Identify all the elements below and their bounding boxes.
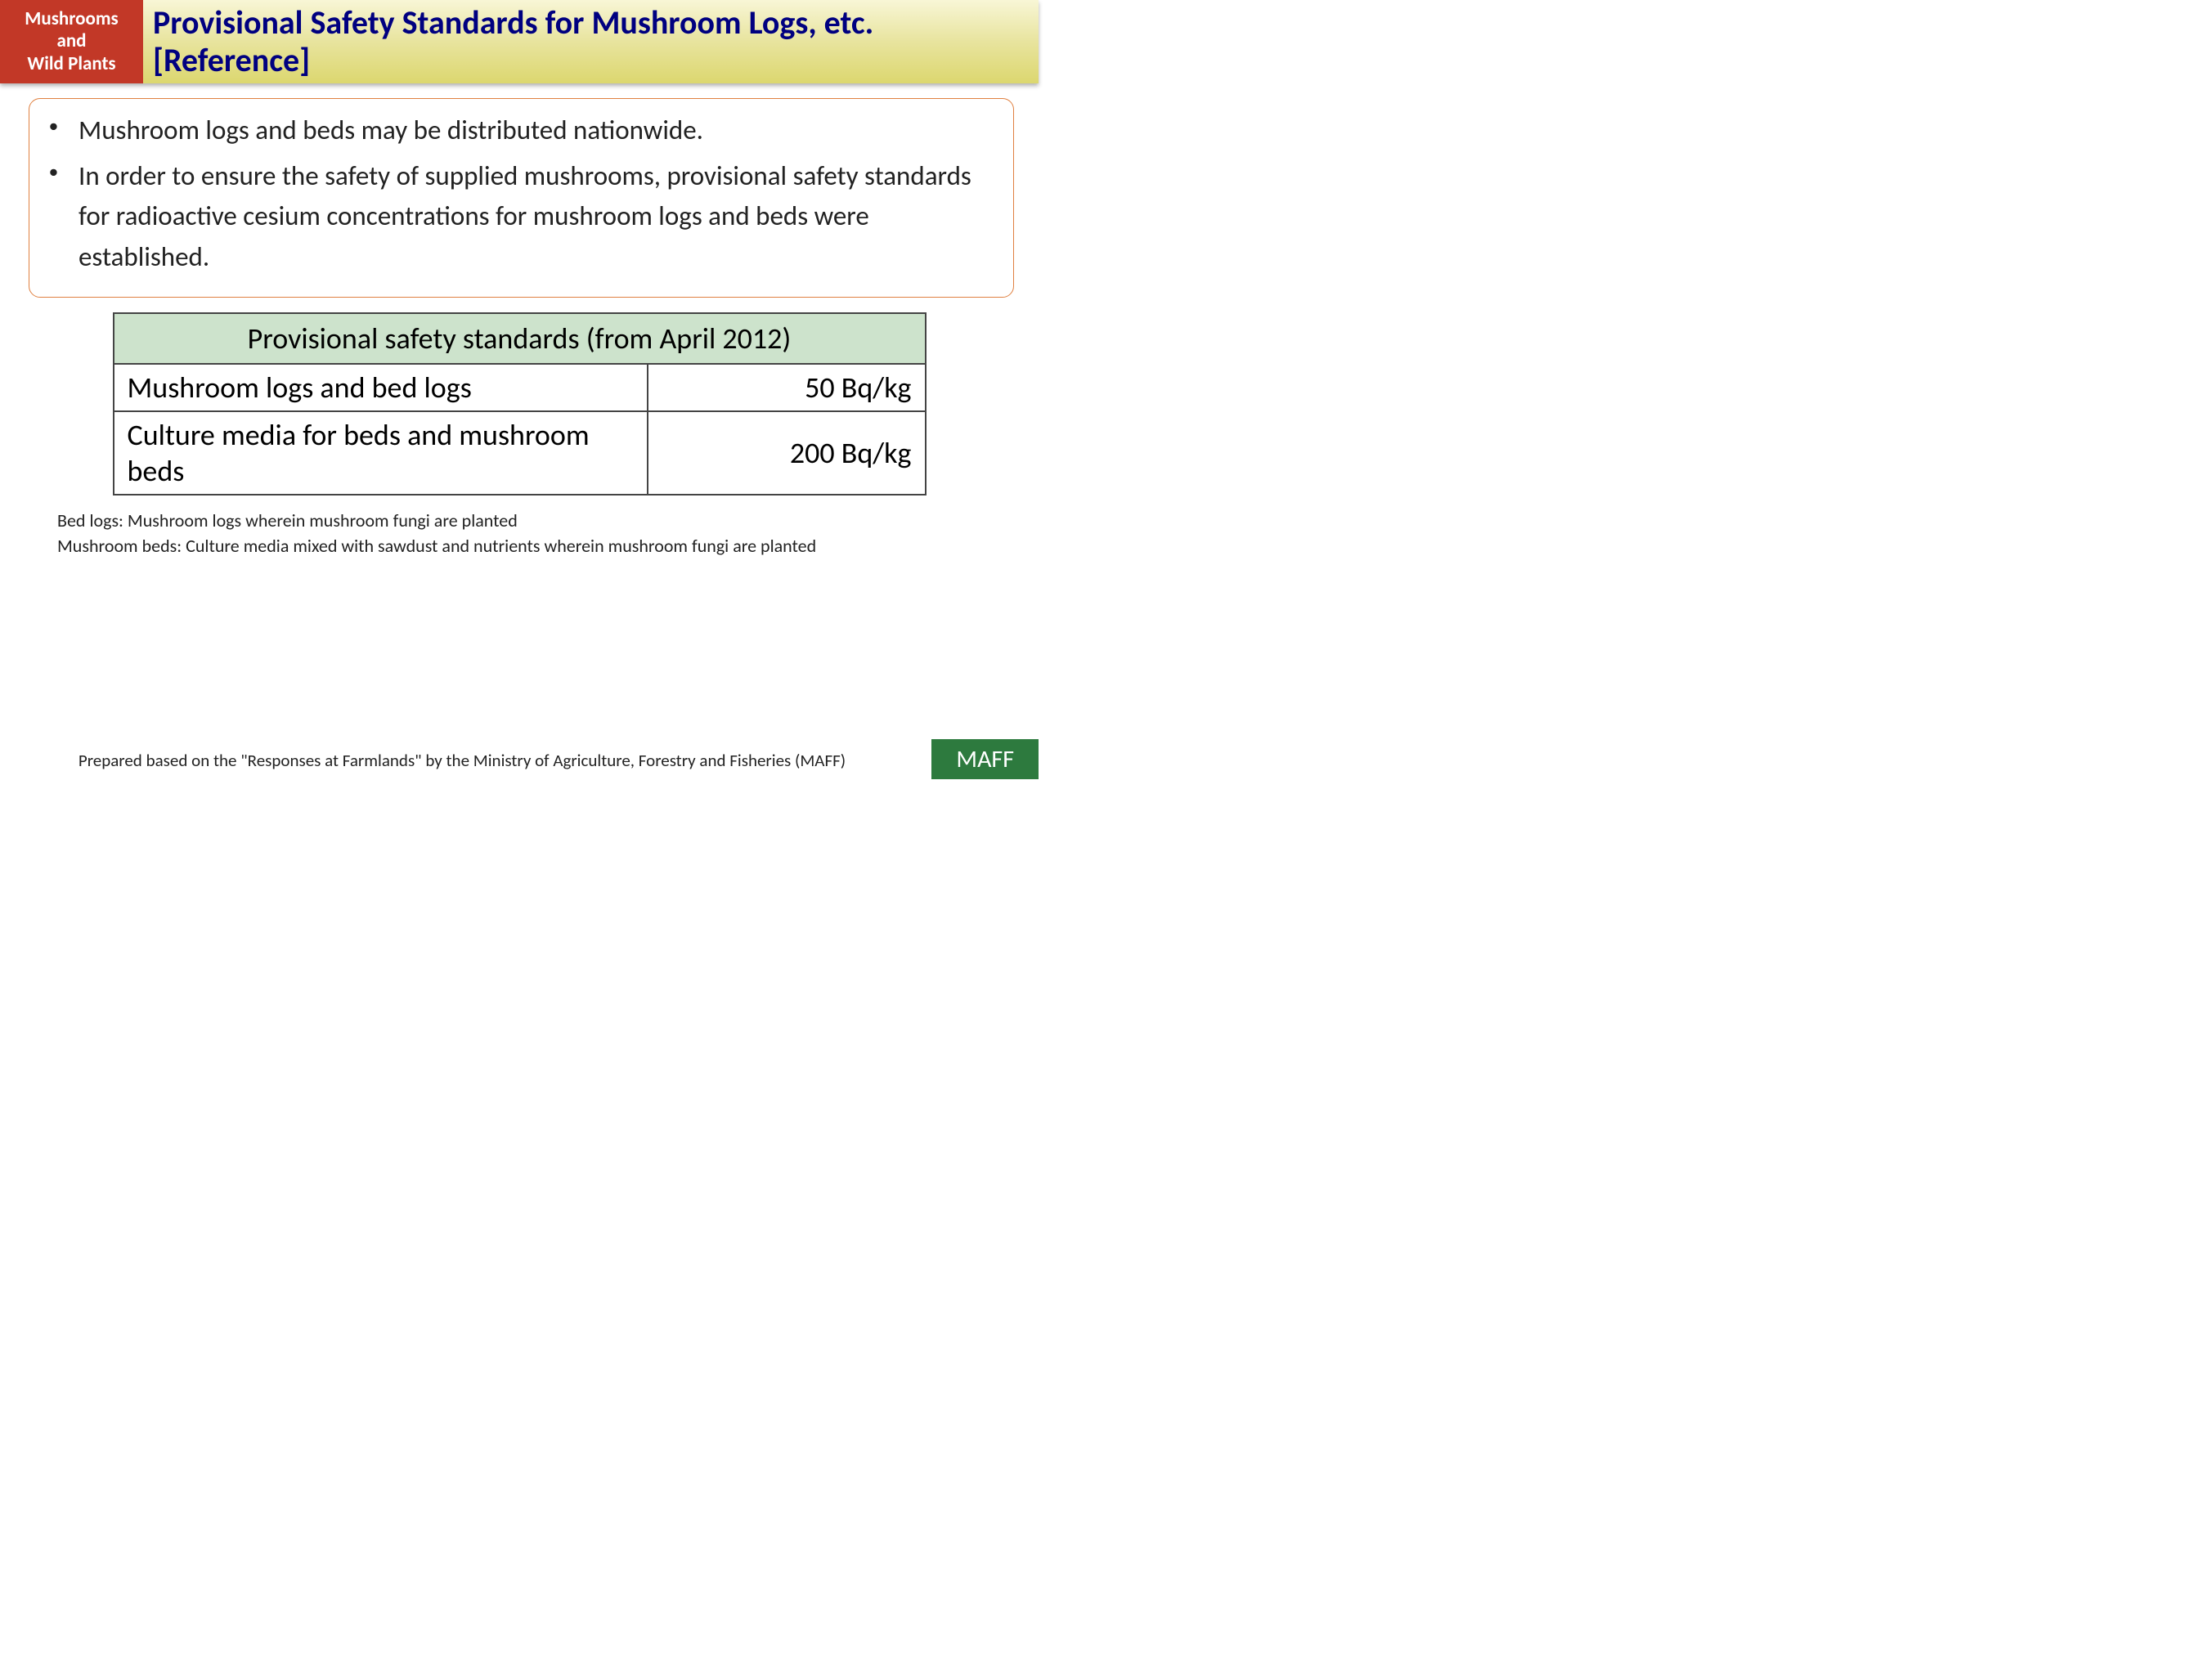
category-line3: Wild Plants <box>11 53 132 76</box>
standards-table: Provisional safety standards (from April… <box>113 312 927 495</box>
category-line2: and <box>11 30 132 53</box>
category-badge: Mushrooms and Wild Plants <box>0 0 143 83</box>
summary-box: Mushroom logs and beds may be distribute… <box>29 98 1014 298</box>
bullet-item: In order to ensure the safety of supplie… <box>49 156 994 278</box>
category-line1: Mushrooms <box>11 8 132 31</box>
bullet-item: Mushroom logs and beds may be distribute… <box>49 110 994 151</box>
table-row: Mushroom logs and bed logs 50 Bq/kg <box>114 364 926 411</box>
definition-notes: Bed logs: Mushroom logs wherein mushroom… <box>57 509 1039 559</box>
header-bar: Mushrooms and Wild Plants Provisional Sa… <box>0 0 1039 83</box>
footer-badge: MAFF <box>931 738 1039 779</box>
footer-source: Prepared based on the "Responses at Farm… <box>0 750 1039 771</box>
table-row: Culture media for beds and mushroom beds… <box>114 411 926 495</box>
note-line: Mushroom beds: Culture media mixed with … <box>57 534 1039 559</box>
note-line: Bed logs: Mushroom logs wherein mushroom… <box>57 509 1039 534</box>
table-title: Provisional safety standards (from April… <box>114 313 926 364</box>
row-value: 200 Bq/kg <box>648 411 926 495</box>
row-label: Culture media for beds and mushroom beds <box>114 411 648 495</box>
page-title: Provisional Safety Standards for Mushroo… <box>143 0 1039 83</box>
row-label: Mushroom logs and bed logs <box>114 364 648 411</box>
row-value: 50 Bq/kg <box>648 364 926 411</box>
